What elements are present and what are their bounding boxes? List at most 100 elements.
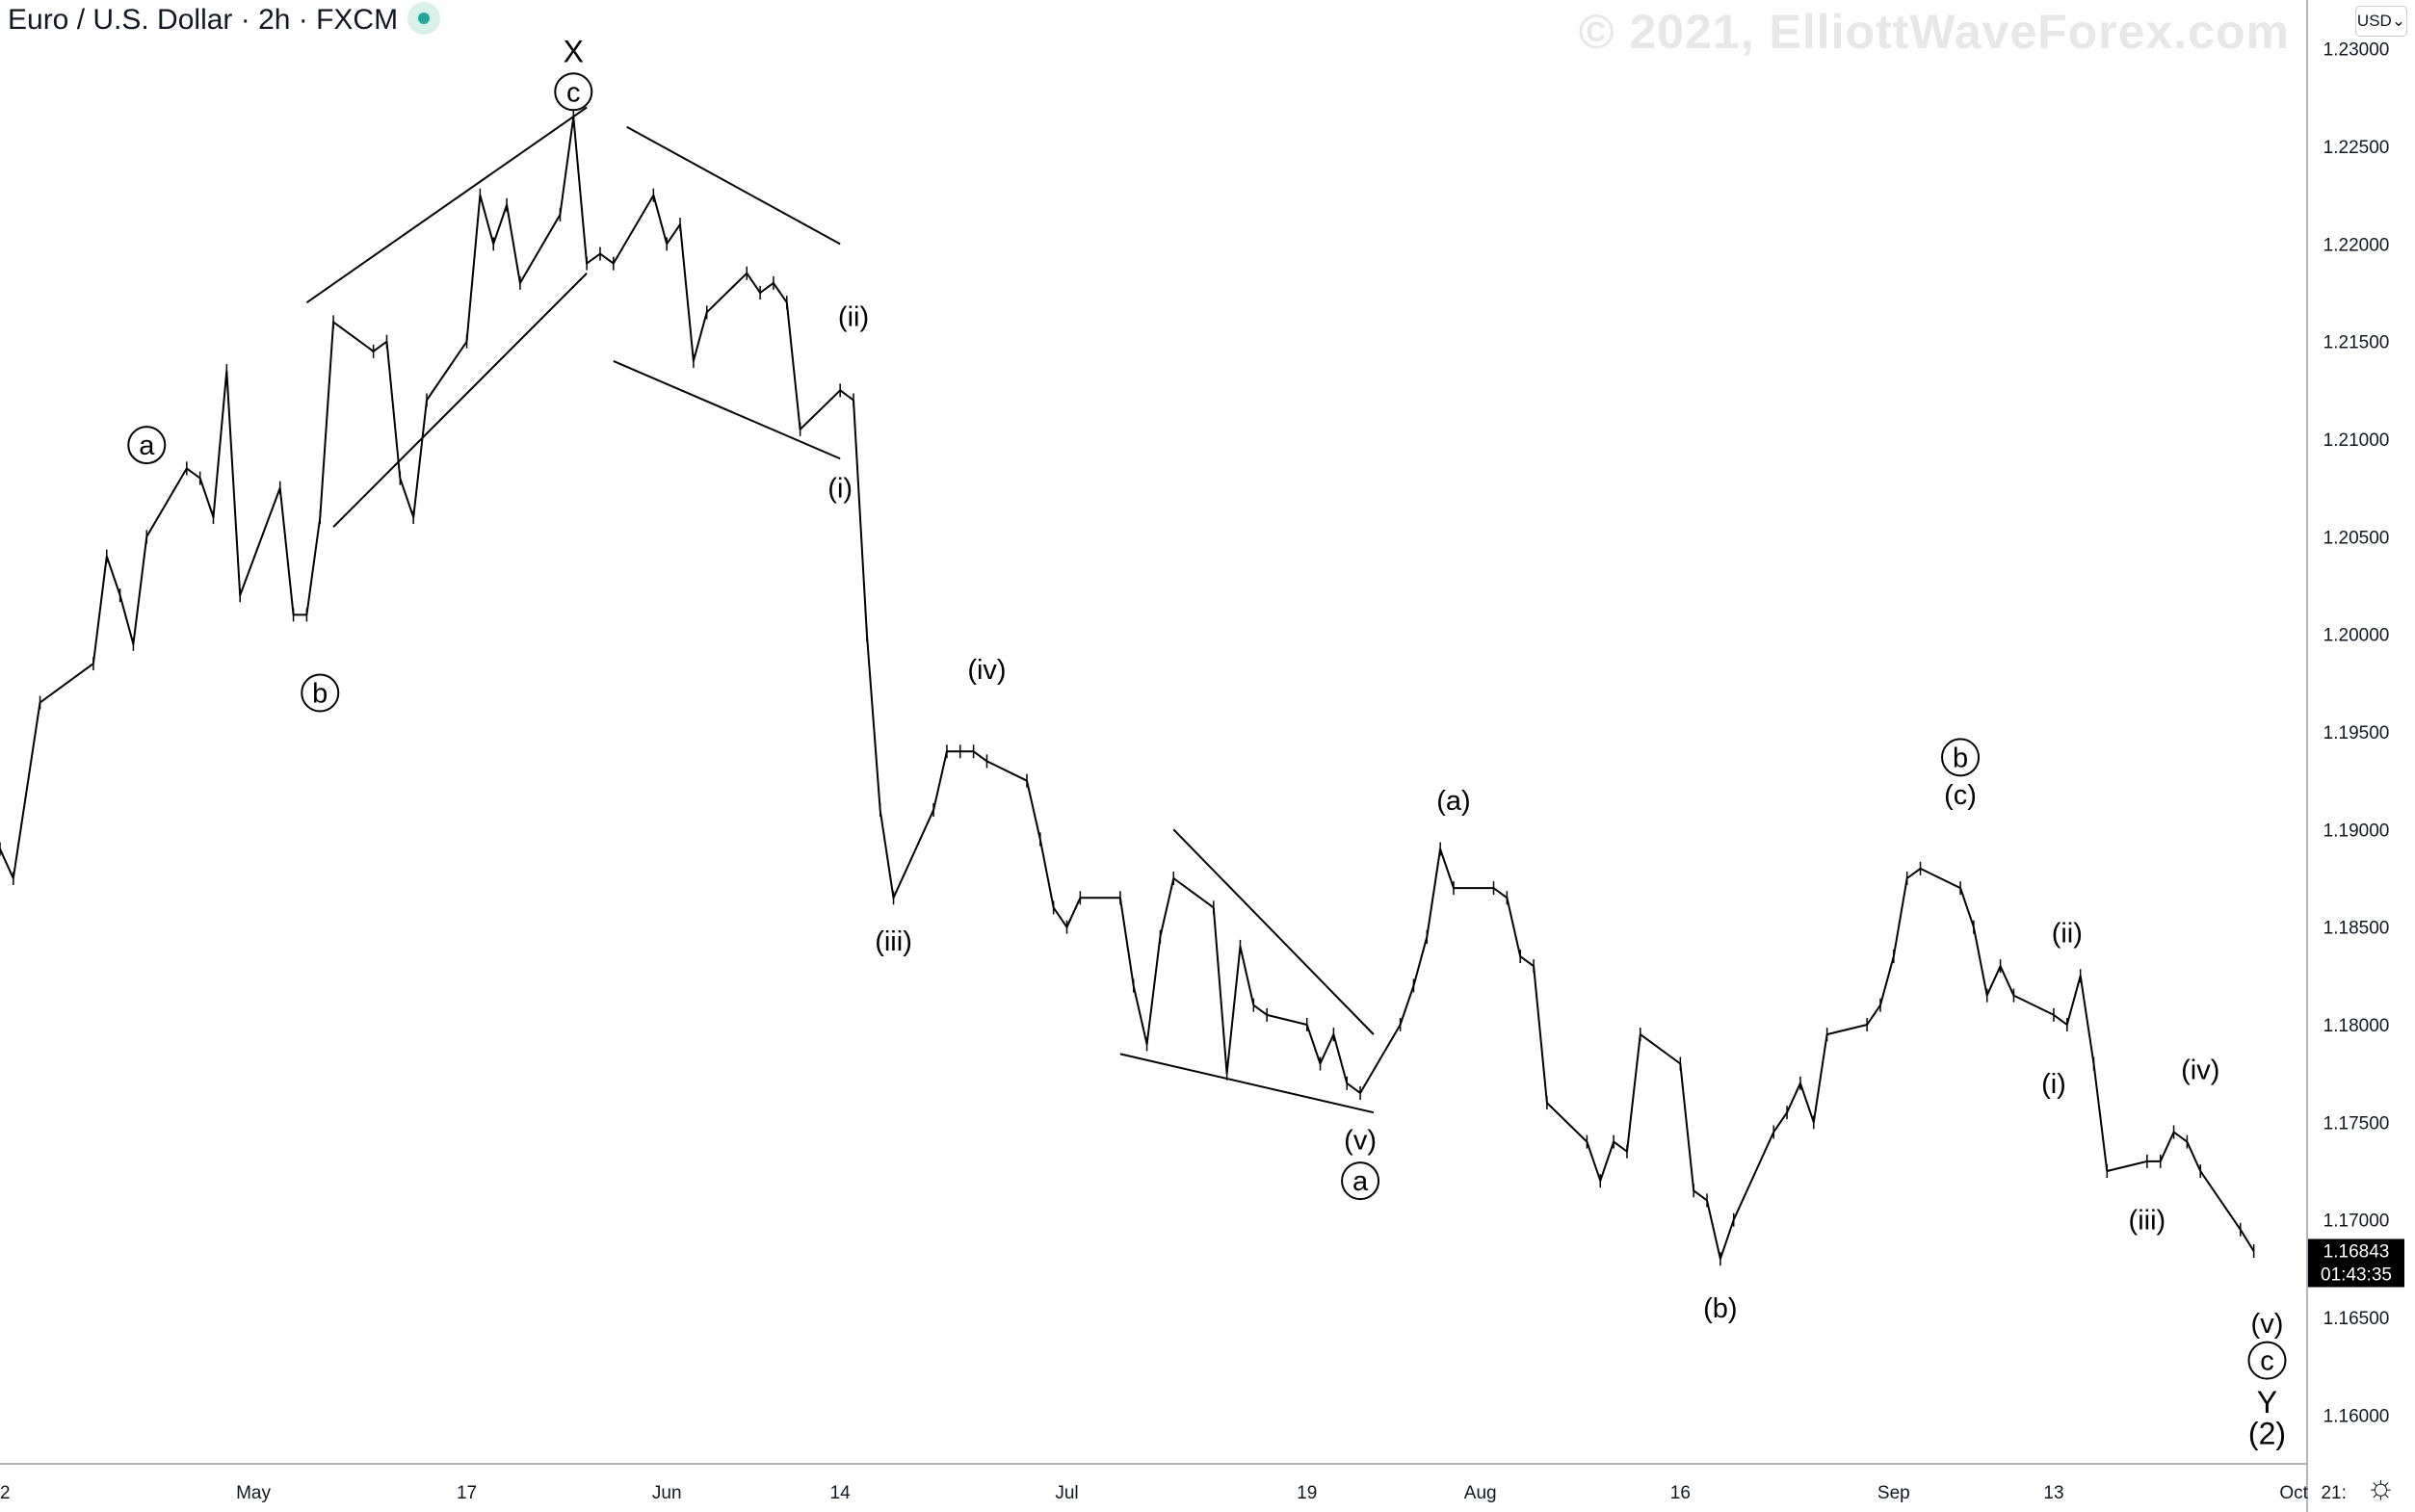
current-price-marker: 1.16843 01:43:35: [2308, 1238, 2404, 1288]
price-tick-label: 1.18500: [2323, 919, 2390, 939]
wave-text: (ii): [2052, 919, 2083, 950]
wave-label-16: (iv): [2181, 1056, 2219, 1086]
wave-label-19: c: [2247, 1341, 2287, 1380]
time-axis[interactable]: 12 May 17 Jun 14 Jul 19 Aug 16 Sep 13 Oct 21:: [0, 1483, 2347, 1503]
wave-text: (c): [1944, 780, 1977, 811]
market-status-icon[interactable]: [407, 2, 441, 36]
wave-circle: [2247, 1341, 2287, 1380]
wave-text: b: [312, 678, 328, 709]
watermark: © 2021, ElliottWaveForex.com: [1578, 5, 2290, 59]
time-tick-label: Jun: [652, 1483, 682, 1503]
wave-text: (iv): [967, 655, 1006, 686]
price-series: [0, 110, 2255, 1266]
wave-text: (i): [2041, 1069, 2066, 1100]
wave-text: (iii): [2129, 1206, 2166, 1237]
wave-text: Y: [2257, 1385, 2277, 1420]
price-tick-label: 1.19000: [2323, 821, 2390, 841]
price-tick-label: 1.20000: [2323, 626, 2390, 646]
wave-text: (a): [1436, 786, 1470, 817]
wave-label-1: c: [554, 72, 593, 112]
price-tick-label: 1.21000: [2323, 430, 2390, 451]
trend-line-5: [1119, 1053, 1375, 1114]
wave-text: (i): [827, 474, 853, 505]
wave-text: (iv): [2181, 1056, 2219, 1086]
chart-header: Euro / U.S. Dollar · 2h · FXCM: [8, 2, 441, 38]
wave-text: (2): [2248, 1417, 2286, 1451]
current-price-label: 1.16843: [2323, 1241, 2390, 1262]
price-tick-label: 1.17500: [2323, 1113, 2390, 1134]
trend-line-0: [305, 106, 588, 303]
trend-line-1: [332, 273, 588, 528]
wave-label-0: X: [564, 35, 584, 69]
wave-label-4: (ii): [838, 301, 869, 332]
bar-countdown-label: 01:43:35: [2321, 1264, 2392, 1285]
wave-label-2: a: [127, 426, 167, 465]
price-tick-label: 1.18000: [2323, 1016, 2390, 1036]
gear-icon[interactable]: ☼: [2365, 1469, 2396, 1505]
wave-label-15: (i): [2041, 1069, 2066, 1100]
wave-text: (iii): [875, 926, 912, 957]
price-tick-label: 1.21500: [2323, 333, 2390, 353]
wave-label-5: (i): [827, 474, 853, 505]
time-tick-label: Sep: [1877, 1483, 1910, 1503]
currency-label: USD: [2356, 12, 2392, 30]
price-tick-label: 1.17000: [2323, 1212, 2390, 1232]
wave-circle: [554, 72, 593, 112]
symbol-title[interactable]: Euro / U.S. Dollar · 2h · FXCM: [8, 4, 399, 36]
wave-text: (b): [1703, 1293, 1737, 1324]
wave-label-11: (b): [1703, 1293, 1737, 1324]
wave-circle: [1941, 738, 1981, 777]
wave-label-14: (ii): [2052, 919, 2083, 950]
trend-line-4: [1172, 828, 1375, 1035]
time-tick-label: May: [236, 1483, 271, 1503]
wave-text: X: [564, 35, 584, 69]
price-line: [0, 116, 2255, 1261]
price-tick-label: 1.23000: [2323, 40, 2390, 61]
wave-label-18: (v): [2251, 1309, 2284, 1340]
time-tick-label: 17: [457, 1483, 477, 1503]
time-tick-label: 21:: [2321, 1483, 2346, 1503]
plot-area[interactable]: [0, 0, 2307, 1464]
price-tick-label: 1.16500: [2323, 1309, 2390, 1329]
trend-line-3: [613, 360, 841, 460]
wave-label-9: a: [1341, 1161, 1380, 1201]
time-tick-label: Aug: [1464, 1483, 1497, 1503]
wave-text: (ii): [838, 301, 869, 332]
wave-text: (v): [2251, 1309, 2284, 1340]
wave-text: (v): [1344, 1126, 1377, 1157]
wave-label-12: b: [1941, 738, 1981, 777]
wave-circle: [301, 673, 340, 713]
current-price-box: [2308, 1238, 2404, 1288]
trend-lines: [305, 106, 1375, 1114]
wave-label-7: (iii): [875, 926, 912, 957]
time-tick-label: 19: [1297, 1483, 1317, 1503]
wave-label-6: (iv): [967, 655, 1006, 686]
wave-text: b: [1953, 743, 1968, 773]
price-tick-label: 1.22000: [2323, 235, 2390, 255]
chevron-down-icon: ⌄: [2391, 12, 2406, 30]
time-tick-label: Oct: [2279, 1483, 2308, 1503]
wave-text: a: [1352, 1166, 1369, 1197]
price-tick-label: 1.20500: [2323, 528, 2390, 548]
wave-labels: Xc a b (ii) (i) (iv) (iii) (v) a (a) (b) b (c) (ii) (i…: [127, 35, 2287, 1451]
currency-button[interactable]: USD⌄: [2355, 6, 2407, 37]
wave-label-21: (2): [2248, 1417, 2286, 1451]
wave-circle: [1341, 1161, 1380, 1201]
price-tick-label: 1.19500: [2323, 723, 2390, 743]
wave-text: c: [2260, 1346, 2274, 1377]
wave-label-8: (v): [1344, 1126, 1377, 1157]
time-tick-label: 13: [2043, 1483, 2063, 1503]
price-axis[interactable]: 1.23000 1.22500 1.22000 1.21500 1.21000 1.205…: [2323, 40, 2390, 1427]
wave-label-13: (c): [1944, 780, 1977, 811]
wave-label-17: (iii): [2129, 1206, 2166, 1237]
time-tick-label: 16: [1670, 1483, 1691, 1503]
wave-label-3: b: [301, 673, 340, 713]
price-tick-label: 1.22500: [2323, 138, 2390, 158]
wave-text: c: [566, 77, 581, 108]
price-tick-label: 1.16000: [2323, 1406, 2390, 1426]
time-tick-label: Jul: [1055, 1483, 1078, 1503]
time-tick-label: 14: [830, 1483, 852, 1503]
wave-text: a: [139, 430, 155, 461]
time-tick-label: 12: [0, 1483, 11, 1503]
